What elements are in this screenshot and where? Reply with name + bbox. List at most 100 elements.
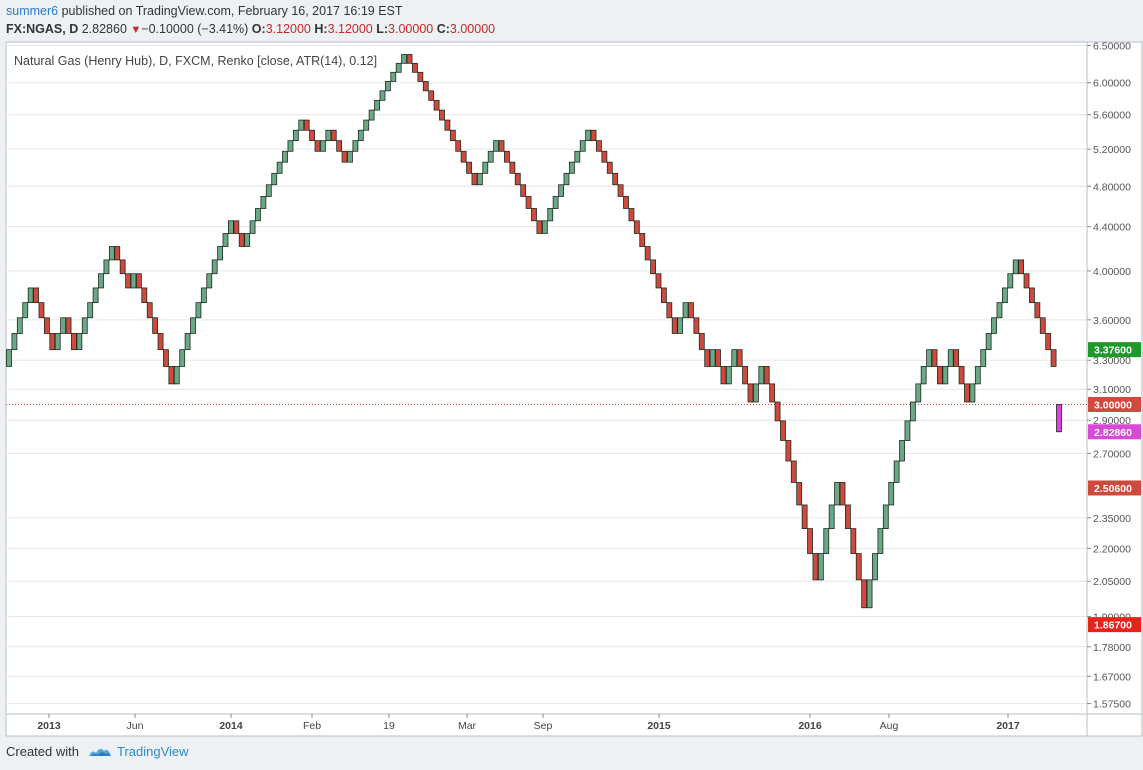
renko-brick-up [173,366,180,385]
renko-brick-up [926,349,933,367]
renko-brick-down [125,273,131,289]
renko-brick-up [482,161,489,174]
author-link[interactable]: summer6 [6,4,59,18]
renko-brick-down [850,528,857,554]
renko-brick-up [985,333,992,351]
renko-brick-down [704,349,711,367]
renko-chart[interactable]: 6.50000 6.00000 5.60000 5.20000 4.80000 4.400… [0,0,1143,740]
renko-brick-down [417,71,424,82]
renko-brick-up [81,317,88,334]
renko-brick-down [303,119,310,131]
renko-brick-down [163,349,169,367]
y-tick-label: 6.00000 [1093,78,1131,90]
renko-brick-down [449,129,456,142]
renko-brick-down [49,333,56,351]
renko-brick-down [801,504,808,530]
renko-brick-up [877,528,884,554]
renko-brick-down [531,208,537,222]
renko-brick-up [476,172,483,186]
renko-brick-up [942,366,949,385]
renko-brick-up [195,302,202,319]
renko-brick-down [698,333,705,351]
renko-brick-up [103,259,110,275]
y-tick-label: 2.20000 [1093,543,1131,555]
renko-brick-down [617,184,624,197]
price-label-badge [1088,342,1141,358]
renko-brick-down [439,109,445,121]
renko-brick-down [958,366,965,385]
renko-brick-up [1001,287,1008,304]
renko-brick-down [812,553,819,581]
price-axis[interactable] [1086,41,1143,715]
tradingview-brand[interactable]: TradingView [117,744,189,759]
renko-brick-up [969,383,976,403]
y-tick-label: 2.05000 [1093,576,1131,588]
renko-brick-up [325,129,332,142]
renko-brick-down [931,349,938,367]
renko-brick-down [341,150,348,163]
renko-brick-up [357,129,364,142]
renko-brick-up [179,349,186,367]
renko-brick-down [455,140,462,152]
renko-brick-up [92,287,99,304]
renko-brick-down [606,161,613,174]
renko-brick-down [336,140,343,152]
renko-brick-up [249,220,256,234]
renko-brick-down [671,317,678,334]
renko-brick-up [920,366,927,385]
tradingview-logo-icon[interactable] [88,743,112,759]
renko-brick-down [964,383,970,403]
renko-brick-up [682,302,689,319]
renko-brick-up [108,246,115,261]
renko-brick-down [466,161,472,174]
x-tick-label: 2013 [37,720,61,732]
x-tick-label: 19 [383,720,395,732]
renko-brick-down [774,401,781,422]
renko-brick-down [157,333,164,351]
renko-brick-up [552,196,559,209]
created-with-text: Created with [6,744,79,759]
renko-brick-up [271,172,278,186]
renko-brick-down [742,366,748,385]
price-label-text: 1.86700 [1094,620,1132,632]
renko-brick-up [585,129,592,142]
renko-brick-down [747,383,754,403]
renko-brick-up [579,140,586,152]
renko-brick-up [228,220,234,234]
renko-brick-up [758,366,765,385]
price-label-badge [1088,424,1141,440]
renko-brick-up [568,161,575,174]
renko-brick-down [433,99,440,111]
y-tick-label: 5.60000 [1093,110,1131,122]
renko-brick-last [1056,404,1062,433]
renko-brick-up [487,150,494,163]
renko-brick-down [330,129,337,142]
renko-brick-down [861,579,868,609]
plot-area[interactable] [5,41,1088,715]
renko-brick-down [233,220,240,234]
renko-brick-up [882,504,889,530]
renko-brick-up [384,81,391,92]
renko-brick-up [217,246,223,261]
renko-brick-down [715,349,721,367]
symbol-label: FX:NGAS, D [6,22,79,36]
renko-brick-down [937,366,943,385]
renko-brick-up [390,71,397,82]
renko-brick-up [255,208,261,222]
renko-brick-up [709,349,716,367]
y-tick-label: 3.30000 [1093,355,1131,367]
renko-brick-up [287,140,294,152]
renko-brick-down [1023,273,1030,289]
renko-brick-down [152,317,159,334]
renko-brick-up [899,440,905,462]
y-tick-label: 3.60000 [1093,315,1131,327]
renko-brick-down [135,273,142,289]
price-label-text: 2.50600 [1094,483,1132,495]
renko-brick-down [314,140,321,152]
renko-brick-up [222,233,229,247]
renko-brick-up [574,150,581,163]
open-label: O: [251,22,266,36]
renko-brick-down [536,220,543,234]
renko-brick-down [471,172,478,186]
renko-brick-down [168,366,175,385]
